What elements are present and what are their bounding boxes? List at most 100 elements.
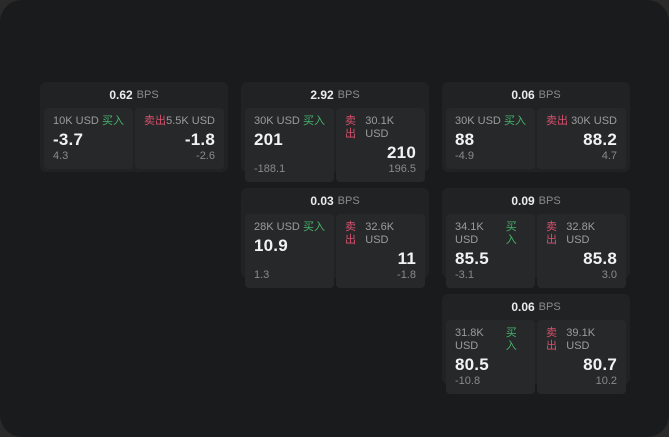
bps-unit-label: BPS (337, 195, 360, 207)
buy-panel-top: 34.1K USD 买入 (455, 221, 526, 247)
card-header: 0.03 BPS (241, 188, 429, 214)
sell-amount: 30K USD (571, 115, 617, 127)
buy-panel[interactable]: 10K USD 买入 -3.7 4.3 (44, 108, 133, 169)
sell-side-label: 卖出 (144, 115, 166, 127)
buy-amount: 28K USD (254, 221, 300, 233)
bps-value: 0.62 (109, 88, 133, 102)
buy-price: 85.5 (455, 249, 489, 268)
sell-amount: 5.5K USD (166, 115, 215, 127)
sell-panel[interactable]: 卖出 39.1K USD 80.7 10.2 (537, 320, 626, 394)
sell-delta: 196.5 (388, 163, 416, 175)
card-body: 10K USD 买入 -3.7 4.3 卖出 5.5K USD -1.8 -2.… (40, 108, 228, 173)
buy-amount: 31.8K USD (455, 327, 484, 352)
card-body: 31.8K USD 买入 80.5 -10.8 卖出 39.1K USD 80.… (442, 320, 630, 398)
sell-amount: 32.6K USD (365, 221, 395, 246)
sell-delta: 3.0 (601, 269, 617, 281)
buy-side-label: 买入 (303, 221, 325, 233)
sell-panel[interactable]: 卖出 30.1K USD 210 196.5 (336, 108, 425, 182)
bps-value: 2.92 (310, 88, 334, 102)
buy-side-label: 买入 (505, 221, 517, 246)
sell-panel-top: 卖出 32.8K USD (546, 221, 617, 247)
bps-value: 0.03 (310, 194, 334, 208)
quote-card: 0.06 BPS 31.8K USD 买入 80.5 -10.8 卖 (442, 294, 630, 394)
card-header: 0.09 BPS (442, 188, 630, 214)
sell-side-label: 卖出 (546, 221, 557, 246)
buy-panel[interactable]: 34.1K USD 买入 85.5 -3.1 (446, 214, 535, 288)
sell-price: 11 (397, 249, 416, 268)
buy-price: 88 (455, 130, 475, 149)
sell-panel[interactable]: 卖出 32.8K USD 85.8 3.0 (537, 214, 626, 288)
quote-card: 0.09 BPS 34.1K USD 买入 85.5 -3.1 卖出 (442, 188, 630, 288)
card-body: 28K USD 买入 10.9 1.3 卖出 32.6K USD 11 -1.8 (241, 214, 429, 292)
sell-panel-top: 卖出 30K USD (546, 115, 617, 128)
buy-panel[interactable]: 30K USD 买入 88 -4.9 (446, 108, 535, 169)
buy-amount: 30K USD (254, 115, 300, 127)
buy-panel-top: 10K USD 买入 (53, 115, 124, 128)
buy-panel[interactable]: 30K USD 买入 201 -188.1 (245, 108, 334, 182)
sell-panel[interactable]: 卖出 32.6K USD 11 -1.8 (336, 214, 425, 288)
bps-unit-label: BPS (538, 89, 561, 101)
sell-price: 210 (387, 143, 416, 162)
sell-side-label: 卖出 (345, 115, 356, 140)
sell-price: 85.8 (583, 249, 617, 268)
buy-delta: 1.3 (254, 269, 270, 281)
buy-delta: -10.8 (455, 375, 481, 387)
quote-card: 2.92 BPS 30K USD 买入 201 -188.1 卖出 (241, 82, 429, 182)
sell-side-label: 卖出 (546, 327, 557, 352)
buy-delta: -3.1 (455, 269, 474, 281)
quote-cards-grid: 0.62 BPS 10K USD 买入 -3.7 4.3 卖出 (40, 82, 630, 394)
sell-panel-top: 卖出 39.1K USD (546, 327, 617, 353)
sell-delta: 10.2 (595, 375, 617, 387)
quote-card: 0.06 BPS 30K USD 买入 88 -4.9 卖出 (442, 82, 630, 172)
sell-price: 88.2 (583, 130, 617, 149)
card-body: 30K USD 买入 88 -4.9 卖出 30K USD 88.2 4.7 (442, 108, 630, 173)
card-header: 0.06 BPS (442, 294, 630, 320)
buy-delta: 4.3 (53, 150, 69, 162)
sell-amount: 39.1K USD (566, 327, 596, 352)
buy-price: -3.7 (53, 130, 84, 149)
sell-amount: 30.1K USD (365, 115, 395, 140)
quote-card: 0.03 BPS 28K USD 买入 10.9 1.3 卖出 (241, 188, 429, 288)
sell-panel-top: 卖出 5.5K USD (144, 115, 215, 128)
sell-panel-top: 卖出 32.6K USD (345, 221, 416, 247)
bps-value: 0.09 (511, 194, 535, 208)
buy-price: 80.5 (455, 355, 489, 374)
sell-panel[interactable]: 卖出 5.5K USD -1.8 -2.6 (135, 108, 224, 169)
card-header: 0.62 BPS (40, 82, 228, 108)
buy-panel[interactable]: 28K USD 买入 10.9 1.3 (245, 214, 334, 288)
buy-delta: -188.1 (254, 163, 286, 175)
card-header: 2.92 BPS (241, 82, 429, 108)
buy-panel[interactable]: 31.8K USD 买入 80.5 -10.8 (446, 320, 535, 394)
sell-side-label: 卖出 (546, 115, 568, 127)
sell-price: -1.8 (184, 130, 215, 149)
buy-price: 10.9 (254, 236, 288, 255)
buy-panel-top: 31.8K USD 买入 (455, 327, 526, 353)
sell-panel-top: 卖出 30.1K USD (345, 115, 416, 141)
card-body: 34.1K USD 买入 85.5 -3.1 卖出 32.8K USD 85.8… (442, 214, 630, 292)
buy-amount: 10K USD (53, 115, 99, 127)
sell-price: 80.7 (583, 355, 617, 374)
buy-side-label: 买入 (504, 115, 526, 127)
sell-delta: -1.8 (397, 269, 416, 281)
buy-side-label: 买入 (303, 115, 325, 127)
card-body: 30K USD 买入 201 -188.1 卖出 30.1K USD 210 1… (241, 108, 429, 186)
buy-panel-top: 30K USD 买入 (254, 115, 325, 128)
buy-side-label: 买入 (505, 327, 517, 352)
buy-panel-top: 28K USD 买入 (254, 221, 325, 234)
quote-card: 0.62 BPS 10K USD 买入 -3.7 4.3 卖出 (40, 82, 228, 172)
bps-value: 0.06 (511, 300, 535, 314)
buy-side-label: 买入 (102, 115, 124, 127)
bps-unit-label: BPS (337, 89, 360, 101)
bps-unit-label: BPS (136, 89, 159, 101)
sell-amount: 32.8K USD (566, 221, 596, 246)
buy-delta: -4.9 (455, 150, 474, 162)
sell-panel[interactable]: 卖出 30K USD 88.2 4.7 (537, 108, 626, 169)
sell-side-label: 卖出 (345, 221, 356, 246)
bps-unit-label: BPS (538, 195, 561, 207)
buy-amount: 34.1K USD (455, 221, 484, 246)
bps-unit-label: BPS (538, 301, 561, 313)
bps-value: 0.06 (511, 88, 535, 102)
sell-delta: -2.6 (196, 150, 215, 162)
